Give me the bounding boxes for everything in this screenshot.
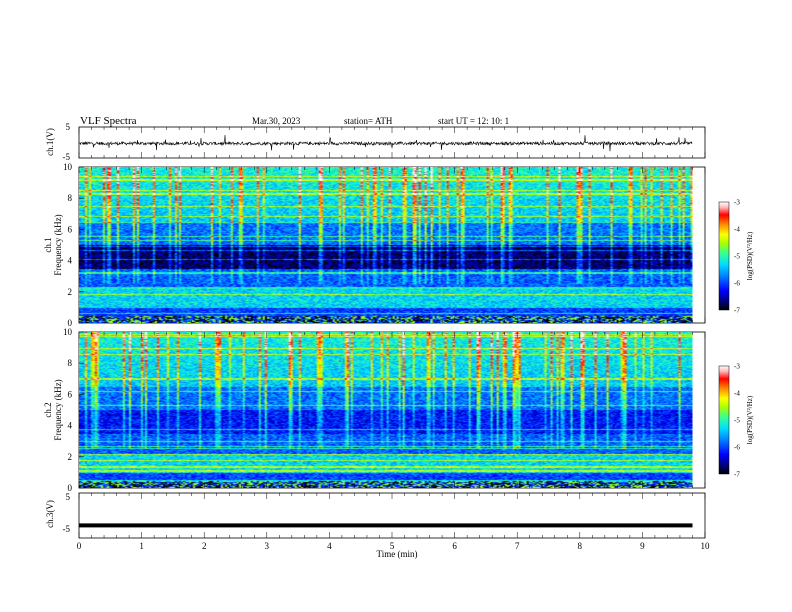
- x-tick-label: 2: [202, 541, 207, 551]
- ch1-waveform-line: [78, 134, 693, 152]
- x-axis-ticks: 0 1 2 3 4 5 6 7 8 9 10: [77, 541, 710, 551]
- ch1-colorbar-tick-label: -7: [734, 307, 740, 315]
- header-start-ut: start UT = 12: 10: 1: [438, 116, 509, 126]
- ch2-ytick-label: 6: [68, 389, 73, 399]
- x-tick-label: 9: [640, 541, 645, 551]
- panel-minor-ticks: [78, 127, 706, 538]
- chart-title: VLF Spectra: [80, 115, 137, 127]
- ch1-colorbar-ticks: -3 -4 -5 -6 -7: [734, 199, 740, 315]
- ch1-colorbar-tick-label: -5: [734, 253, 740, 261]
- ch1-colorbar-tick-label: -6: [734, 280, 740, 288]
- header-date: Mar.30, 2023: [252, 116, 301, 126]
- ch1-ytick-label: 8: [68, 193, 73, 203]
- ch1-ytick-top: 5: [66, 122, 71, 132]
- ch1-ytick-label: 10: [63, 162, 73, 172]
- ch1-y-ticks: 0 2 4 6 8 10: [63, 162, 84, 328]
- ch2-spectrogram-image: [79, 332, 693, 488]
- ch1-ytick-label: 2: [68, 287, 73, 297]
- x-tick-label: 3: [265, 541, 270, 551]
- x-tick-label: 8: [578, 541, 583, 551]
- ch2-colorbar-ticks: -3 -4 -5 -6 -7: [734, 363, 740, 479]
- ch3-waveform-frame: [78, 492, 706, 539]
- ch2-ytick-label: 8: [68, 358, 73, 368]
- x-tick-label: 1: [139, 541, 144, 551]
- ch1-colorbar-label: log(PSD)(V²/Hz): [746, 231, 754, 280]
- x-tick-label: 10: [701, 541, 711, 551]
- ch1-frequency-label: Frequency (kHz): [53, 214, 63, 275]
- ch2-colorbar-tick-label: -4: [734, 390, 740, 398]
- ch3-ytick-bottom: -5: [63, 524, 71, 534]
- ch1-colorbar-tick-label: -3: [734, 199, 740, 207]
- ch2-ytick-label: 4: [68, 421, 73, 431]
- x-tick-label: 5: [390, 541, 395, 551]
- ch1-ytick-label: 4: [68, 256, 73, 266]
- ch2-colorbar: [718, 365, 730, 475]
- x-axis-label: Time (min): [377, 549, 418, 559]
- ch2-frequency-label: Frequency (kHz): [53, 379, 63, 440]
- ch2-channel-label: ch.2: [43, 402, 53, 417]
- ch1-channel-label: ch.1: [43, 237, 53, 252]
- ch2-colorbar-tick-label: -7: [734, 471, 740, 479]
- ch3-waveform-panel: 5 -5 ch.3(V) 0 1 2 3 4 5 6 7 8 9 10 Time (min): [45, 492, 710, 559]
- ch1-spectrogram-image: [79, 167, 693, 323]
- ch1-ytick-label: 0: [68, 318, 73, 328]
- x-tick-label: 7: [515, 541, 520, 551]
- ch3-ytick-top: 5: [66, 492, 71, 502]
- x-tick-label: 4: [327, 541, 332, 551]
- header-station: station= ATH: [344, 116, 393, 126]
- ch2-ytick-label: 10: [63, 327, 73, 337]
- ch1-colorbar: [718, 201, 730, 311]
- ch2-ytick-label: 0: [68, 483, 73, 493]
- x-tick-label: 6: [452, 541, 457, 551]
- ch3-waveform-line: [79, 523, 693, 528]
- ch2-colorbar-tick-label: -6: [734, 444, 740, 452]
- ch1-ytick-bottom: -5: [63, 152, 71, 162]
- ch1-ylabel: ch.1(V): [45, 128, 55, 156]
- ch2-colorbar-label: log(PSD)(V²/Hz): [746, 395, 754, 444]
- ch3-ylabel: ch.3(V): [45, 500, 55, 528]
- ch2-colorbar-tick-label: -3: [734, 363, 740, 371]
- ch1-ytick-label: 6: [68, 224, 73, 234]
- ch2-colorbar-tick-label: -5: [734, 417, 740, 425]
- ch1-waveform-panel: 5 -5 ch.1(V): [45, 122, 706, 162]
- ch2-ytick-label: 2: [68, 452, 73, 462]
- x-tick-label: 0: [77, 541, 82, 551]
- ch2-y-ticks: 0 2 4 6 8 10: [63, 327, 84, 493]
- ch1-colorbar-tick-label: -4: [734, 226, 740, 234]
